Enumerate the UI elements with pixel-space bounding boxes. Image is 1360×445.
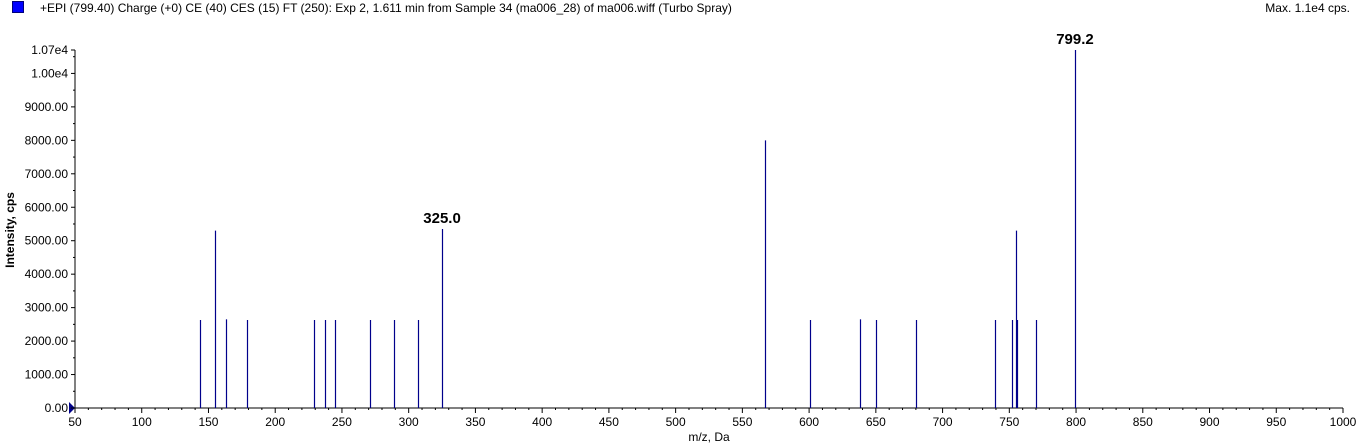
y-tick-label: 6000.00	[25, 200, 69, 214]
y-tick-label: 0.00	[45, 401, 69, 415]
x-tick-label: 450	[599, 415, 619, 429]
y-tick-label: 3000.00	[25, 301, 69, 315]
x-tick-label: 500	[666, 415, 686, 429]
x-tick-label: 850	[1133, 415, 1153, 429]
chart-axes	[69, 50, 1343, 414]
x-tick-label: 50	[68, 415, 82, 429]
series-color-swatch[interactable]	[12, 1, 24, 13]
x-tick-label: 600	[799, 415, 819, 429]
y-tick-label: 2000.00	[25, 334, 69, 348]
x-tick-label: 950	[1266, 415, 1286, 429]
y-axis-title: Intensity, cps	[3, 192, 17, 268]
y-tick-label: 8000.00	[25, 133, 69, 147]
y-tick-label: 5000.00	[25, 234, 69, 248]
y-tick-label: 4000.00	[25, 267, 69, 281]
x-tick-label: 150	[198, 415, 218, 429]
x-tick-label: 800	[1066, 415, 1086, 429]
peak-annotations: 325.0 799.2	[423, 31, 1093, 227]
peak-label: 799.2	[1056, 31, 1094, 48]
x-tick-label: 900	[1200, 415, 1220, 429]
spectrum-peaks	[199, 50, 1077, 408]
y-tick-label: 1.00e4	[31, 66, 68, 80]
x-tick-label: 250	[332, 415, 352, 429]
spectrum-header: +EPI (799.40) Charge (+0) CE (40) CES (1…	[0, 0, 1360, 20]
x-tick-label: 1000	[1330, 415, 1357, 429]
x-tick-label: 400	[532, 415, 552, 429]
spectrum-title: +EPI (799.40) Charge (+0) CE (40) CES (1…	[40, 1, 732, 15]
x-axis-ticks: 50 100 150 200 250 300 350 400 450 500 550 600 650 70…	[68, 408, 1357, 429]
x-tick-label: 200	[265, 415, 285, 429]
y-axis-ticks: 0.00 1000.00 2000.00 3000.00 4000.00 5000.00 6…	[25, 43, 75, 415]
peak-label: 325.0	[423, 210, 461, 227]
y-tick-label: 1.07e4	[31, 43, 68, 57]
y-tick-label: 1000.00	[25, 368, 69, 382]
x-tick-label: 350	[465, 415, 485, 429]
x-tick-label: 300	[399, 415, 419, 429]
x-tick-label: 550	[732, 415, 752, 429]
y-tick-label: 9000.00	[25, 100, 69, 114]
max-intensity-label: Max. 1.1e4 cps.	[1265, 1, 1350, 15]
y-tick-label: 7000.00	[25, 167, 69, 181]
x-tick-label: 650	[866, 415, 886, 429]
x-tick-label: 750	[999, 415, 1019, 429]
x-tick-label: 700	[933, 415, 953, 429]
x-axis-title: m/z, Da	[688, 430, 730, 444]
x-tick-label: 100	[132, 415, 152, 429]
